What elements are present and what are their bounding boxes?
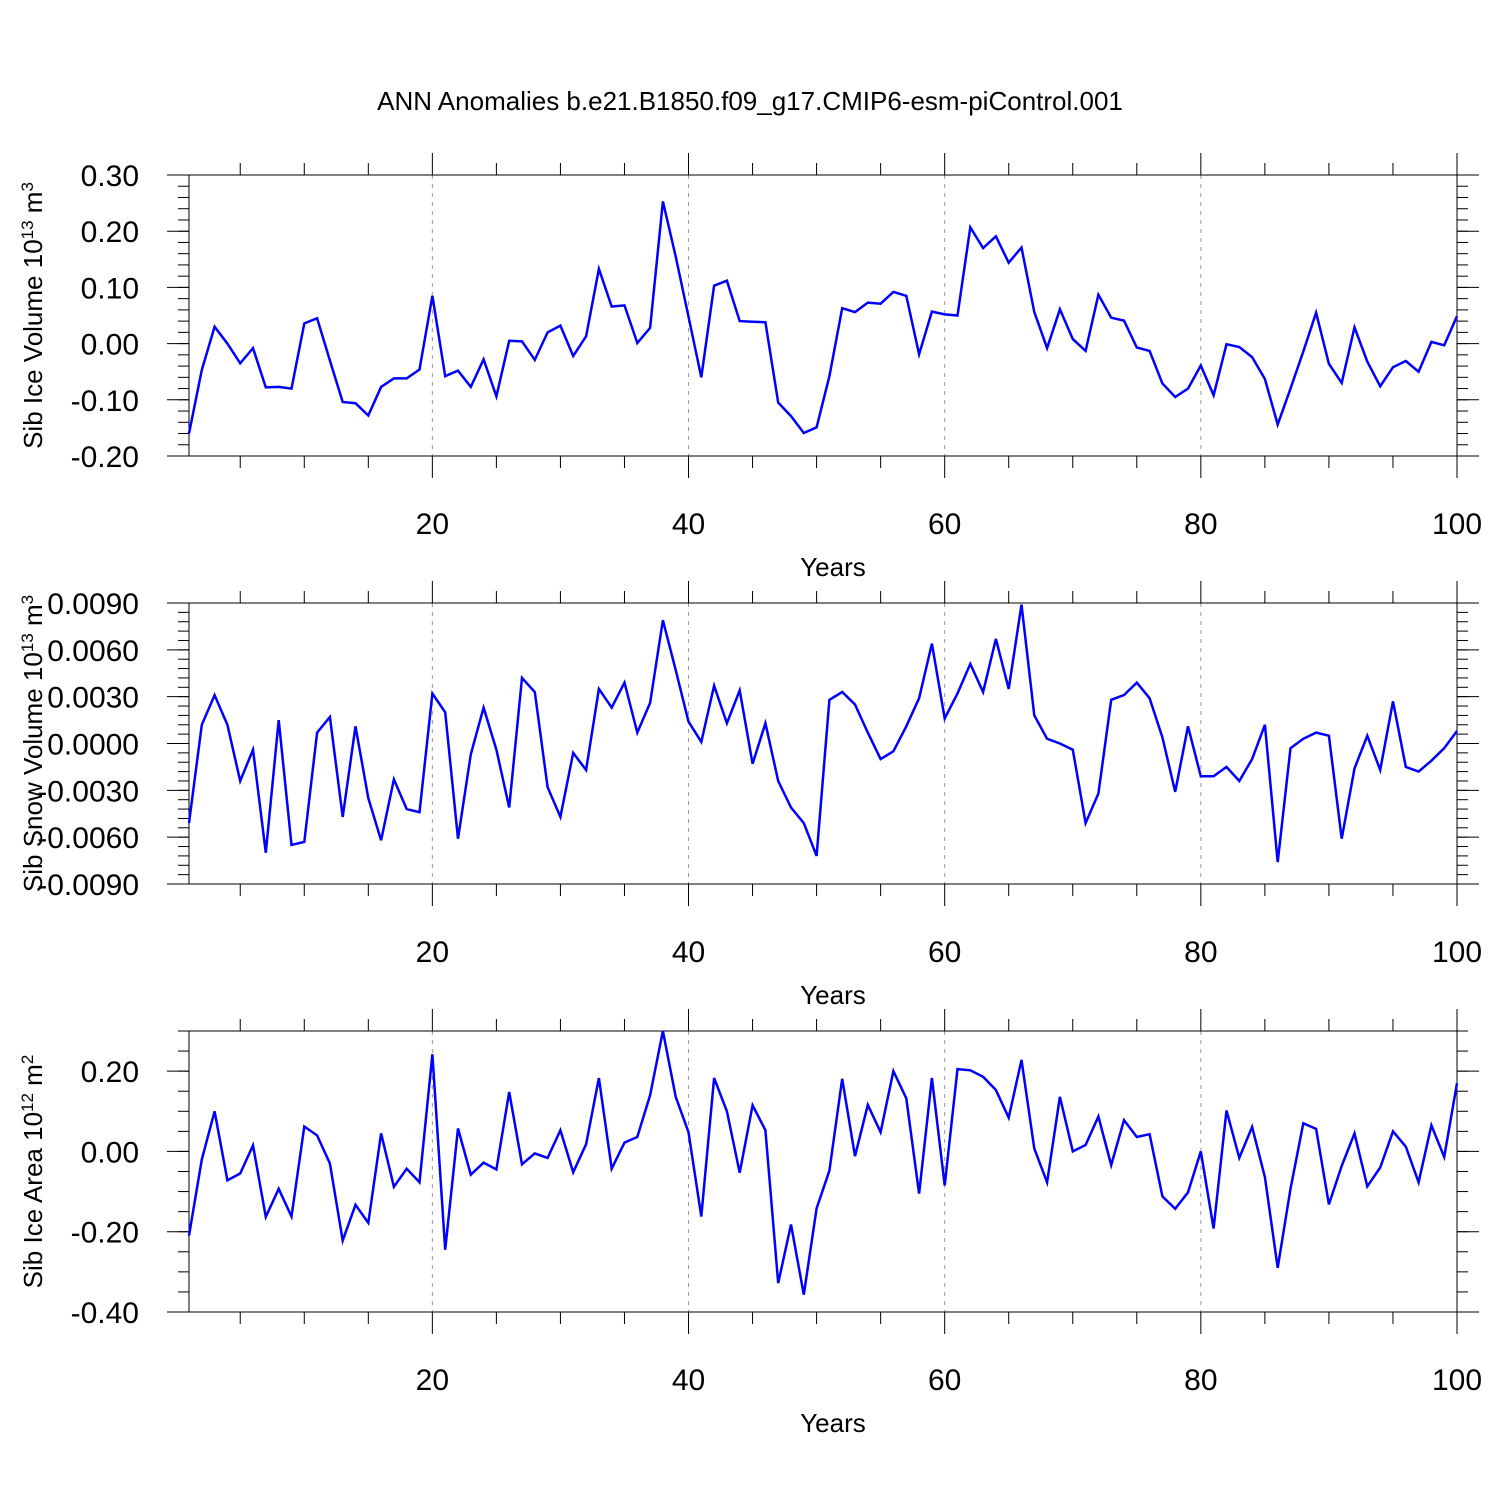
x-axis-title: Years (800, 552, 866, 582)
panel-sib-ice-volume: -0.20 -0.10 0.00 0.10 0.20 0.30 20 40 60 80 100 Yea… (18, 153, 1482, 582)
x-tick-label: 20 (416, 1364, 449, 1397)
y-tick-label: 0.10 (81, 272, 139, 305)
plot-frame (188, 1030, 1458, 1313)
x-axis-title: Years (800, 980, 866, 1010)
x-tick-label: 100 (1432, 508, 1482, 541)
y-tick-label: -0.0060 (37, 822, 139, 855)
series-line-sib-snow-volume (187, 604, 1459, 863)
x-tick-label: 20 (416, 508, 449, 541)
x-tick-label: 100 (1432, 936, 1482, 969)
x-tick-label: 40 (672, 936, 705, 969)
y-tick-label: 0.0090 (47, 588, 139, 621)
series-line-sib-ice-area (187, 1030, 1459, 1295)
x-tick-label: 80 (1184, 1364, 1217, 1397)
x-tick-label: 100 (1432, 1364, 1482, 1397)
x-tick-label: 80 (1184, 936, 1217, 969)
y-tick-label: 0.20 (81, 1056, 139, 1089)
y-tick-label: 0.20 (81, 216, 139, 249)
panel-sib-ice-area: -0.40 -0.20 0.00 0.20 20 40 60 80 100 Years Sib Ic… (18, 1009, 1482, 1438)
y-tick-label: 0.0030 (47, 682, 139, 715)
x-tick-label: 60 (928, 508, 961, 541)
y-tick-label: -0.20 (71, 1217, 139, 1250)
x-tick-label: 40 (672, 1364, 705, 1397)
x-tick-label: 60 (928, 1364, 961, 1397)
x-tick-label: 40 (672, 508, 705, 541)
y-tick-label: -0.40 (71, 1297, 139, 1330)
x-tick-label: 20 (416, 936, 449, 969)
y-tick-label: 0.0060 (47, 635, 139, 668)
y-tick-label: 0.30 (81, 160, 139, 193)
x-tick-label: 80 (1184, 508, 1217, 541)
y-tick-label: -0.20 (71, 441, 139, 474)
y-tick-label: 0.00 (81, 329, 139, 362)
y-axis-title: Sib Ice Volume 1013 m3 (18, 182, 49, 449)
y-tick-label: -0.0090 (37, 869, 139, 902)
y-axis-title: Sib Snow Volume 1013 m3 (18, 595, 49, 892)
y-axis-title: Sib Ice Area 1012 m2 (18, 1055, 49, 1289)
plot-frame (188, 174, 1458, 457)
y-tick-label: 0.00 (81, 1136, 139, 1169)
y-tick-label: 0.0000 (47, 729, 139, 762)
x-tick-label: 60 (928, 936, 961, 969)
y-tick-label: -0.10 (71, 385, 139, 418)
panel-sib-snow-volume: -0.0090 -0.0060 -0.0030 0.0000 0.0030 0.0060 0… (18, 581, 1482, 1010)
y-tick-label: -0.0030 (37, 775, 139, 808)
x-axis-title: Years (800, 1408, 866, 1438)
series-line-sib-ice-volume (187, 201, 1459, 435)
chart-title: ANN Anomalies b.e21.B1850.f09_g17.CMIP6-… (377, 86, 1123, 116)
